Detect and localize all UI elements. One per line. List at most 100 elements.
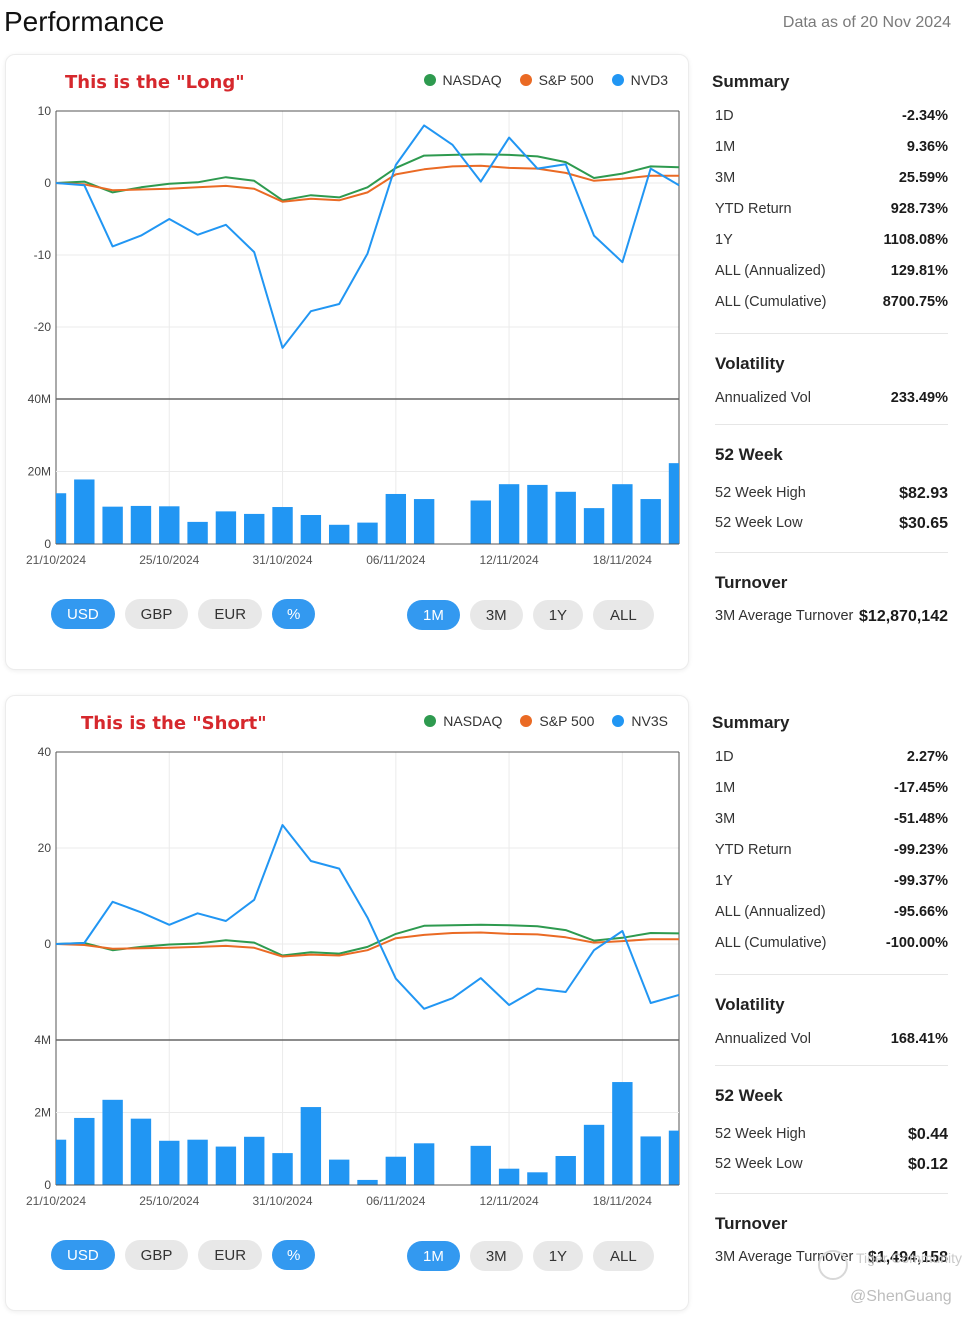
stat-row-ytd: YTD Return -99.23% — [715, 842, 948, 858]
volume-bar — [74, 1117, 95, 1185]
stat-value: $0.12 — [907, 1156, 948, 1173]
stat-value: 2.27% — [906, 749, 948, 765]
turnover-title: Turnover — [715, 1214, 788, 1233]
stat-row-annualized-vol: Annualized Vol 233.49% — [715, 390, 948, 406]
stat-value: -17.45% — [893, 780, 948, 796]
volume-bar — [555, 491, 576, 544]
volume-bar — [187, 1139, 208, 1185]
stat-row-all-cumulative: ALL (Cumulative) -100.00% — [715, 935, 948, 951]
legend-dot-icon — [519, 74, 532, 86]
eur-button[interactable]: EUR — [198, 1240, 263, 1270]
percent-button[interactable]: % — [272, 1240, 316, 1270]
volatility-title: Volatility — [715, 354, 785, 373]
legend-label: NASDAQ — [442, 72, 502, 88]
range-1m-button[interactable]: 1M — [407, 1241, 460, 1271]
stat-row-52w-high: 52 Week High $82.93 — [715, 485, 948, 503]
divider — [715, 552, 948, 553]
divider — [715, 1193, 948, 1194]
legend-label: S&P 500 — [538, 72, 594, 88]
usd-button[interactable]: USD — [51, 1240, 115, 1270]
stat-value: 129.81% — [890, 263, 948, 279]
legend-dot-icon — [612, 715, 625, 727]
stat-row-1y: 1Y -99.37% — [715, 873, 948, 889]
performance-chart-long[interactable]: 21/10/2024 25/10/2024 31/10/2024 06/11/2024… — [6, 55, 690, 671]
range-3m-button[interactable]: 3M — [469, 600, 523, 630]
stat-value: 928.73% — [890, 201, 948, 217]
volatility-title: Volatility — [715, 995, 785, 1014]
range-1y-button[interactable]: 1Y — [532, 1241, 584, 1271]
legend-item-sp500[interactable]: S&P 500 — [519, 72, 594, 88]
performance-card-long: 21/10/2024 25/10/2024 31/10/2024 06/11/2024… — [5, 54, 689, 670]
volume-bar — [385, 493, 407, 544]
watermark-community: Tiger Community — [856, 1250, 963, 1266]
volume-bar — [555, 1156, 576, 1185]
legend-item-sp500[interactable]: S&P 500 — [520, 713, 594, 729]
fund-line — [55, 124, 680, 349]
stats-panel-short: Summary 1D 2.27% 1M -17.45% 3M -51.48% YTD … — [712, 711, 952, 1271]
stat-label: 1D — [715, 108, 734, 124]
week52-title: 52 Week — [715, 445, 783, 464]
volume-bar — [56, 1139, 67, 1185]
range-1m-button[interactable]: 1M — [407, 600, 460, 630]
range-3m-button[interactable]: 3M — [469, 1241, 523, 1271]
range-all-button[interactable]: ALL — [593, 600, 654, 630]
x-tick-label: 12/11/2024 — [480, 553, 539, 567]
stat-label: 1M — [715, 139, 736, 155]
stat-value: 25.59% — [898, 170, 948, 186]
stat-row-1m: 1M 9.36% — [715, 139, 948, 155]
legend-item-nasdaq[interactable]: NASDAQ — [423, 72, 502, 88]
y-tick-label: 10 — [38, 104, 52, 118]
legend-item-fund[interactable]: NVD3 — [611, 72, 668, 88]
stat-row-1m: 1M -17.45% — [715, 780, 948, 796]
x-tick-label: 21/10/2024 — [26, 553, 86, 567]
stat-label: 52 Week Low — [715, 515, 803, 531]
stat-label: ALL (Annualized) — [715, 263, 826, 279]
chart-annotation: This is the "Short" — [81, 713, 267, 734]
volume-bar — [498, 1168, 520, 1185]
stat-value: -99.37% — [893, 873, 948, 889]
stat-row-ytd: YTD Return 928.73% — [715, 201, 948, 217]
stat-value: $82.93 — [899, 485, 948, 502]
stat-label: 1M — [715, 780, 736, 796]
summary-title: Summary — [712, 72, 790, 91]
stat-label: ALL (Annualized) — [715, 904, 826, 920]
eur-button[interactable]: EUR — [198, 599, 263, 629]
gbp-button[interactable]: GBP — [124, 599, 189, 629]
stat-value: -99.23% — [893, 842, 948, 858]
currency-toggle-group: USD GBP EUR % — [51, 599, 316, 629]
volume-bar — [413, 499, 435, 544]
y-tick-label: 40 — [38, 745, 52, 759]
legend-dot-icon — [424, 715, 437, 727]
performance-chart-short[interactable]: 21/10/2024 25/10/2024 31/10/2024 06/11/2024… — [6, 696, 690, 1312]
stat-row-annualized-vol: Annualized Vol 168.41% — [715, 1031, 948, 1047]
stat-label: 1D — [715, 749, 734, 765]
stat-label: YTD Return — [715, 201, 792, 217]
volume-tick-label: 0 — [44, 1178, 51, 1192]
gbp-button[interactable]: GBP — [124, 1240, 189, 1270]
stat-label: 3M — [715, 811, 736, 827]
legend-dot-icon — [520, 715, 533, 727]
volume-bar — [470, 1145, 491, 1185]
range-all-button[interactable]: ALL — [593, 1241, 654, 1271]
stat-value: $1,494,158 — [867, 1249, 948, 1266]
range-1y-button[interactable]: 1Y — [532, 600, 584, 630]
stat-label: ALL (Cumulative) — [715, 935, 827, 951]
stat-row-3m: 3M -51.48% — [715, 811, 948, 827]
legend-item-nasdaq[interactable]: NASDAQ — [424, 713, 502, 729]
volume-bar — [328, 1159, 350, 1185]
legend-item-fund[interactable]: NV3S — [612, 713, 668, 729]
x-tick-label: 06/11/2024 — [366, 553, 425, 567]
volume-bar — [272, 1153, 293, 1185]
stat-row-all-cumulative: ALL (Cumulative) 8700.75% — [715, 294, 948, 310]
stat-value: 1108.08% — [883, 232, 948, 248]
volume-bar — [159, 1140, 180, 1185]
page-title: Performance — [4, 6, 165, 37]
chart-legend: NASDAQ S&P 500 NVD3 — [423, 72, 668, 88]
stat-value: 233.49% — [890, 390, 948, 406]
percent-button[interactable]: % — [272, 599, 316, 629]
stat-row-52w-low: 52 Week Low $0.12 — [715, 1156, 948, 1174]
usd-button[interactable]: USD — [51, 599, 115, 629]
stat-value: 9.36% — [906, 139, 948, 155]
volume-bar — [583, 508, 605, 544]
x-tick-label: 31/10/2024 — [253, 1194, 313, 1208]
